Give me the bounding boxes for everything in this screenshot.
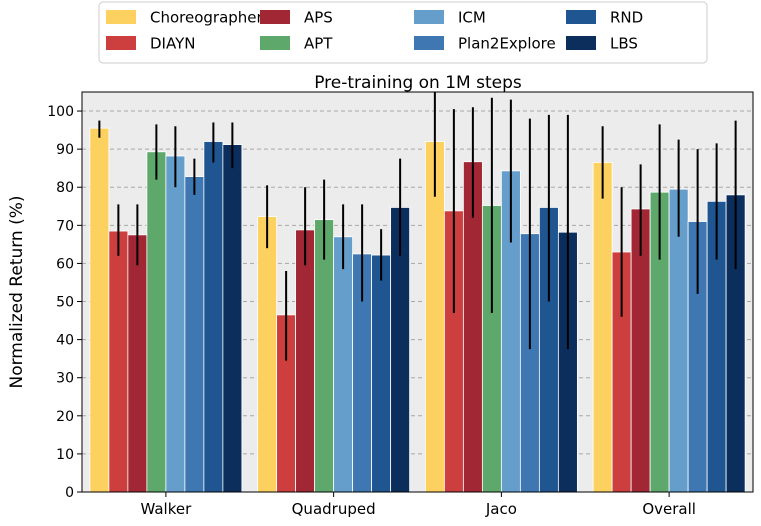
bar-quadruped-choreographer (257, 216, 278, 493)
legend-label-apt: APT (304, 35, 333, 53)
bar-walker-lbs (222, 144, 243, 493)
legend-swatch-lbs (566, 36, 596, 50)
y-tick-label: 60 (56, 256, 74, 272)
y-axis-ticks: 0 10 20 30 40 50 60 70 80 90 100 (47, 104, 82, 501)
bar-quadruped-apt (314, 219, 335, 493)
legend-swatch-choreographer (106, 10, 136, 24)
legend-label-icm: ICM (458, 9, 486, 27)
legend-label-choreographer: Choreographer (150, 9, 264, 27)
legend-swatch-rnd (566, 10, 596, 24)
bar-walker-diayn (108, 230, 129, 493)
y-tick-label: 40 (56, 333, 74, 349)
x-tick-label: Quadruped (292, 500, 376, 518)
error-bars (98, 92, 737, 361)
y-tick-label: 80 (56, 180, 74, 196)
y-tick-label: 90 (56, 142, 74, 158)
y-tick-label: 70 (56, 218, 74, 234)
legend-swatch-aps (260, 10, 290, 24)
x-tick-label: Overall (642, 500, 696, 518)
y-tick-label: 10 (56, 447, 74, 463)
legend-label-lbs: LBS (610, 35, 638, 53)
bar-walker-choreographer (89, 127, 110, 493)
legend-swatch-plan2explore (414, 36, 444, 50)
y-tick-label: 100 (47, 104, 74, 120)
legend-swatch-diayn (106, 36, 136, 50)
y-tick-label: 30 (56, 371, 74, 387)
x-axis-ticks: Walker Quadruped Jaco Overall (140, 492, 696, 518)
plot-frame (81, 91, 754, 493)
legend-label-aps: APS (304, 9, 333, 27)
legend-swatch-apt (260, 36, 290, 50)
bar-walker-aps (127, 234, 148, 493)
bar-quadruped-rnd (371, 254, 392, 493)
bar-walker-apt (146, 151, 167, 493)
bar-quadruped-aps (295, 229, 316, 493)
y-tick-label: 0 (65, 485, 74, 501)
x-tick-label: Jaco (485, 500, 517, 518)
bar-walker-plan2explore (184, 176, 205, 493)
legend-label-plan2explore: Plan2Explore (458, 35, 556, 53)
legend-box (98, 1, 708, 64)
y-tick-label: 20 (56, 409, 74, 425)
bar-walker-rnd (203, 141, 224, 493)
legend: Choreographer DIAYN APS APT ICM Plan2Explore R… (98, 1, 708, 64)
legend-label-rnd: RND (610, 9, 643, 27)
bars (89, 127, 746, 493)
bar-overall-choreographer (592, 162, 613, 493)
y-tick-label: 50 (56, 295, 74, 311)
legend-swatch-icm (414, 10, 444, 24)
x-tick-label: Walker (140, 500, 192, 518)
chart-title: Pre-training on 1M steps (314, 73, 522, 93)
bar-walker-icm (165, 155, 186, 493)
legend-label-diayn: DIAYN (150, 35, 195, 53)
y-axis-label: Normalized Return (%) (7, 195, 27, 388)
bar-quadruped-icm (333, 236, 354, 493)
